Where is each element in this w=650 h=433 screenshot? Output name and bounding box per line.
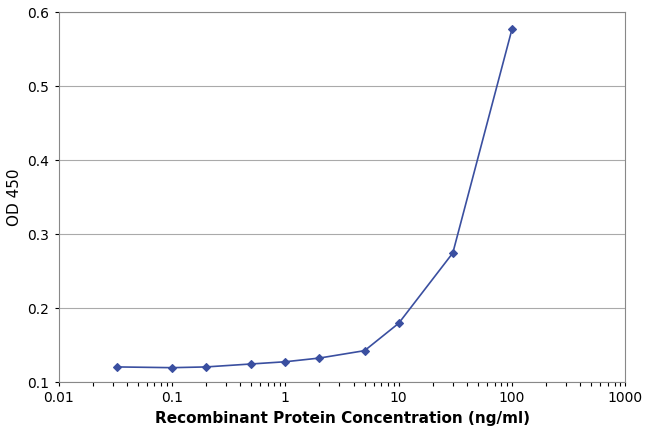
X-axis label: Recombinant Protein Concentration (ng/ml): Recombinant Protein Concentration (ng/ml… [155, 411, 530, 426]
Y-axis label: OD 450: OD 450 [7, 169, 22, 226]
